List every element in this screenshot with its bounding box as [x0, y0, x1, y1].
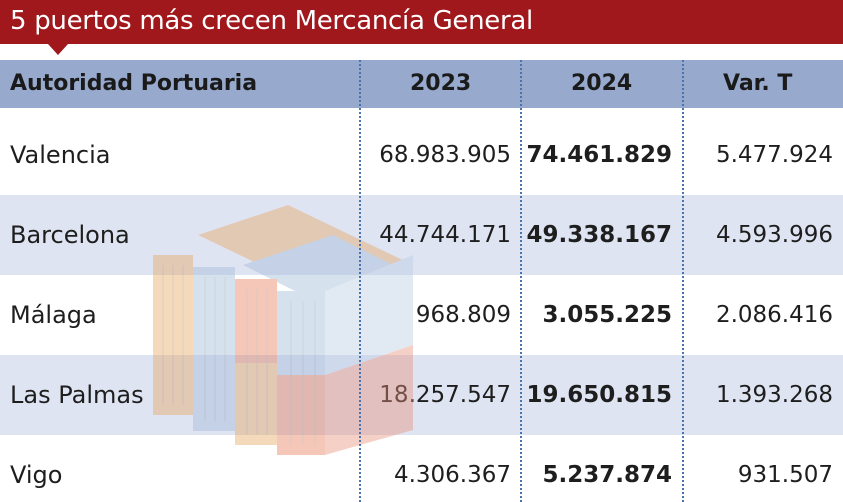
port-name: Málaga: [10, 301, 97, 329]
table-row-barcelona: Barcelona 44.744.171 49.338.167 4.593.99…: [0, 195, 843, 275]
table-row-malaga: Málaga 968.809 3.055.225 2.086.416: [0, 275, 843, 355]
value-2024: 19.650.815: [526, 382, 672, 408]
port-name: Barcelona: [10, 221, 130, 249]
value-2024: 74.461.829: [526, 142, 672, 168]
value-2024: 3.055.225: [542, 302, 673, 328]
table-row-valencia: Valencia 68.983.905 74.461.829 5.477.924: [0, 115, 843, 195]
port-name: Valencia: [10, 141, 111, 169]
value-2023: 968.809: [415, 302, 511, 328]
value-var-t: 931.507: [737, 462, 833, 488]
value-var-t: 4.593.996: [715, 222, 833, 248]
value-2023: 4.306.367: [393, 462, 511, 488]
table-row-vigo: Vigo 4.306.367 5.237.874 931.507: [0, 435, 843, 502]
table-title: 5 puertos más crecen Mercancía General: [10, 6, 533, 36]
port-name: Vigo: [10, 461, 63, 489]
port-name: Las Palmas: [10, 381, 144, 409]
value-2024: 5.237.874: [542, 462, 673, 488]
title-banner: 5 puertos más crecen Mercancía General: [0, 0, 843, 44]
column-divider: [682, 60, 684, 502]
table-row-las-palmas: Las Palmas 18.257.547 19.650.815 1.393.2…: [0, 355, 843, 435]
header-2023: 2023: [410, 71, 472, 96]
title-pointer-shape: [48, 44, 68, 55]
value-2023: 68.983.905: [379, 142, 511, 168]
header-2024: 2024: [571, 71, 633, 96]
column-divider: [359, 60, 361, 502]
value-2023: 18.257.547: [379, 382, 511, 408]
value-2024: 49.338.167: [526, 222, 672, 248]
header-autoridad-portuaria: Autoridad Portuaria: [10, 71, 258, 96]
table-header-row: Autoridad Portuaria 2023 2024 Var. T: [0, 60, 843, 108]
value-var-t: 5.477.924: [715, 142, 833, 168]
value-var-t: 2.086.416: [715, 302, 833, 328]
column-divider: [520, 60, 522, 502]
value-var-t: 1.393.268: [715, 382, 833, 408]
value-2023: 44.744.171: [379, 222, 511, 248]
header-var-t: Var. T: [723, 71, 793, 96]
